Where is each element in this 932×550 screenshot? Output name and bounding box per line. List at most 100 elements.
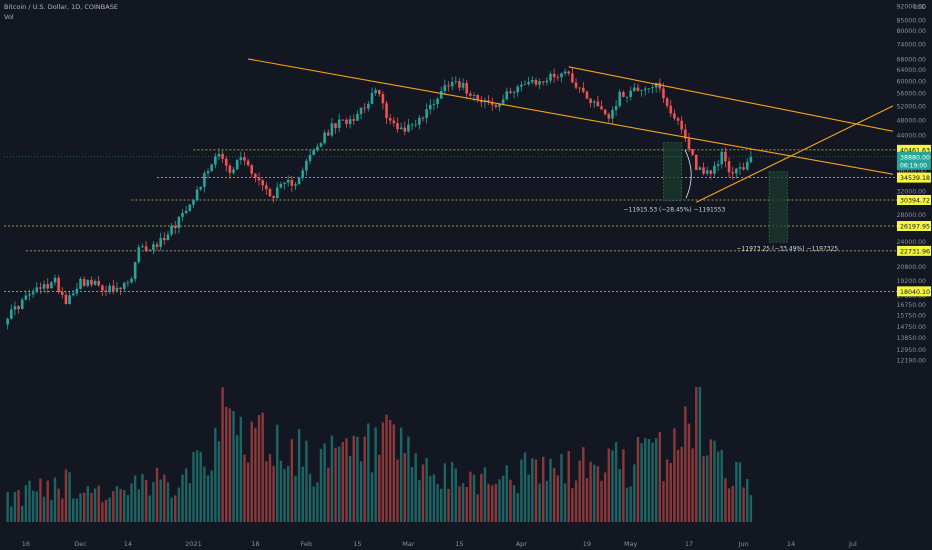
candle-body	[749, 156, 753, 163]
volume-bar	[31, 490, 35, 522]
volume-bar	[345, 438, 348, 522]
candle-body	[724, 151, 727, 162]
candle-body	[206, 171, 210, 174]
candle-body	[108, 285, 111, 293]
volume-bar	[640, 443, 643, 522]
candle-body	[290, 179, 294, 186]
candle-body	[450, 82, 454, 87]
y-axis-unit: USD	[914, 5, 927, 11]
volume-bar	[64, 469, 68, 522]
candle-body	[359, 107, 363, 115]
candle-body	[403, 127, 407, 132]
volume-bar	[188, 483, 192, 522]
countdown-label: 06:19:00	[900, 162, 927, 169]
candle-body	[676, 118, 680, 121]
x-tick-label: 19	[583, 540, 591, 548]
candle-body	[549, 73, 552, 81]
candle-body	[184, 210, 188, 213]
volume-bar	[79, 493, 82, 522]
candle-body	[592, 101, 596, 103]
current-price-tag	[897, 151, 931, 170]
candle-body	[392, 120, 396, 124]
candle-body	[651, 87, 654, 89]
volume-bar	[603, 472, 607, 522]
level-price-label: 34539.18	[900, 175, 930, 182]
volume-bar	[93, 488, 97, 522]
candle-body	[330, 123, 334, 136]
volume-bar	[283, 469, 286, 522]
volume-bar	[418, 480, 421, 522]
volume-bar	[21, 505, 24, 522]
candle-body	[374, 90, 377, 94]
candle-body	[530, 80, 534, 83]
volume-bar	[17, 489, 20, 522]
candle-body	[57, 277, 60, 292]
candle-body	[421, 117, 425, 119]
y-tick-label: 12190.00	[896, 358, 926, 365]
candle-body	[28, 294, 31, 296]
volume-bar	[297, 428, 301, 522]
volume-bar	[86, 486, 89, 522]
volume-bar	[177, 487, 181, 522]
volume-bar	[436, 484, 439, 522]
level-price-label: 30394.72	[900, 197, 930, 204]
volume-bar	[607, 448, 611, 522]
candle-body	[574, 82, 578, 88]
candle-body	[589, 98, 592, 103]
volume-bar	[450, 461, 454, 522]
volume-bar	[483, 467, 487, 522]
candle-body	[257, 177, 261, 181]
volume-bar	[195, 450, 199, 522]
volume-bar	[144, 480, 148, 522]
volume-bar	[115, 486, 119, 522]
volume-bar	[28, 480, 31, 522]
candle-body	[428, 104, 432, 110]
volume-bar	[520, 459, 523, 522]
candle-body	[214, 156, 217, 165]
volume-bar	[432, 474, 436, 522]
volume-bar	[742, 487, 745, 522]
volume-bar	[239, 416, 243, 522]
volume-bar	[97, 485, 100, 522]
candle-body	[144, 246, 148, 251]
candle-body	[385, 103, 388, 119]
measure-label: −11915.53 (−28.45%) −1191553	[623, 206, 725, 213]
volume-bar	[50, 500, 53, 522]
y-tick-label: 52000.00	[896, 103, 926, 110]
volume-bar	[90, 493, 93, 522]
volume-bar	[516, 493, 519, 522]
candle-body	[71, 293, 75, 296]
candle-body	[305, 160, 308, 171]
volume-bar	[305, 440, 308, 522]
volume-bar	[695, 387, 698, 522]
volume-bar	[246, 462, 250, 522]
trendline-upper-channel	[568, 66, 894, 132]
volume-bar	[35, 491, 38, 522]
y-tick-label: 85000.00	[896, 17, 926, 24]
candle-body	[476, 95, 479, 101]
volume-bar	[746, 479, 749, 522]
volume-bar	[727, 488, 731, 522]
volume-bar	[687, 423, 691, 522]
candle-body	[669, 105, 673, 114]
candle-body	[571, 73, 574, 83]
volume-bar	[698, 387, 702, 522]
candle-body	[224, 158, 228, 166]
volume-bar	[166, 482, 170, 522]
candle-body	[188, 204, 192, 211]
candle-body	[687, 138, 691, 150]
candle-body	[199, 186, 203, 190]
volume-bar	[206, 475, 210, 522]
candle-body	[323, 132, 326, 144]
candle-body	[250, 165, 254, 174]
volume-bar	[527, 474, 530, 522]
candle-body	[6, 318, 9, 325]
candle-body	[97, 280, 101, 286]
candle-body	[465, 82, 469, 94]
volume-bar	[396, 459, 399, 522]
candle-body	[512, 92, 516, 94]
volume-bar	[749, 495, 753, 522]
volume-bar	[629, 486, 632, 522]
y-tick-label: 64000.00	[896, 67, 926, 74]
